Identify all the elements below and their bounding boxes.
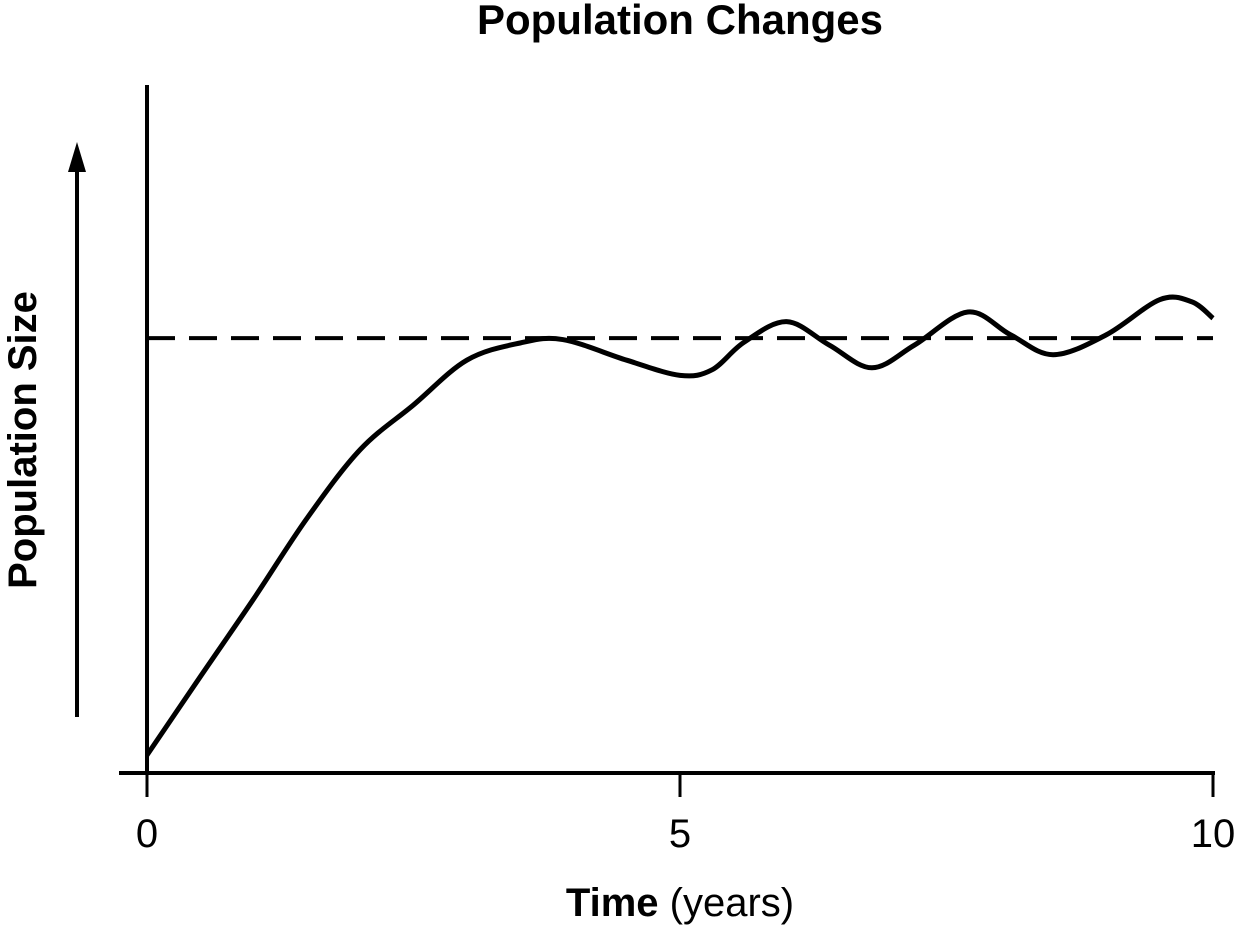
y-axis-label: Population Size bbox=[1, 291, 45, 589]
x-axis-label-unit: (years) bbox=[670, 881, 794, 925]
x-axis-label-main: Time bbox=[566, 881, 659, 925]
x-tick-label: 5 bbox=[669, 812, 691, 856]
x-tick-label: 0 bbox=[136, 812, 158, 856]
x-tick-label: 10 bbox=[1191, 812, 1236, 856]
chart-title: Population Changes bbox=[477, 0, 883, 43]
data-line bbox=[144, 294, 1215, 757]
x-axis-label: Time (years) bbox=[566, 881, 794, 925]
y-arrow-head bbox=[68, 142, 86, 172]
